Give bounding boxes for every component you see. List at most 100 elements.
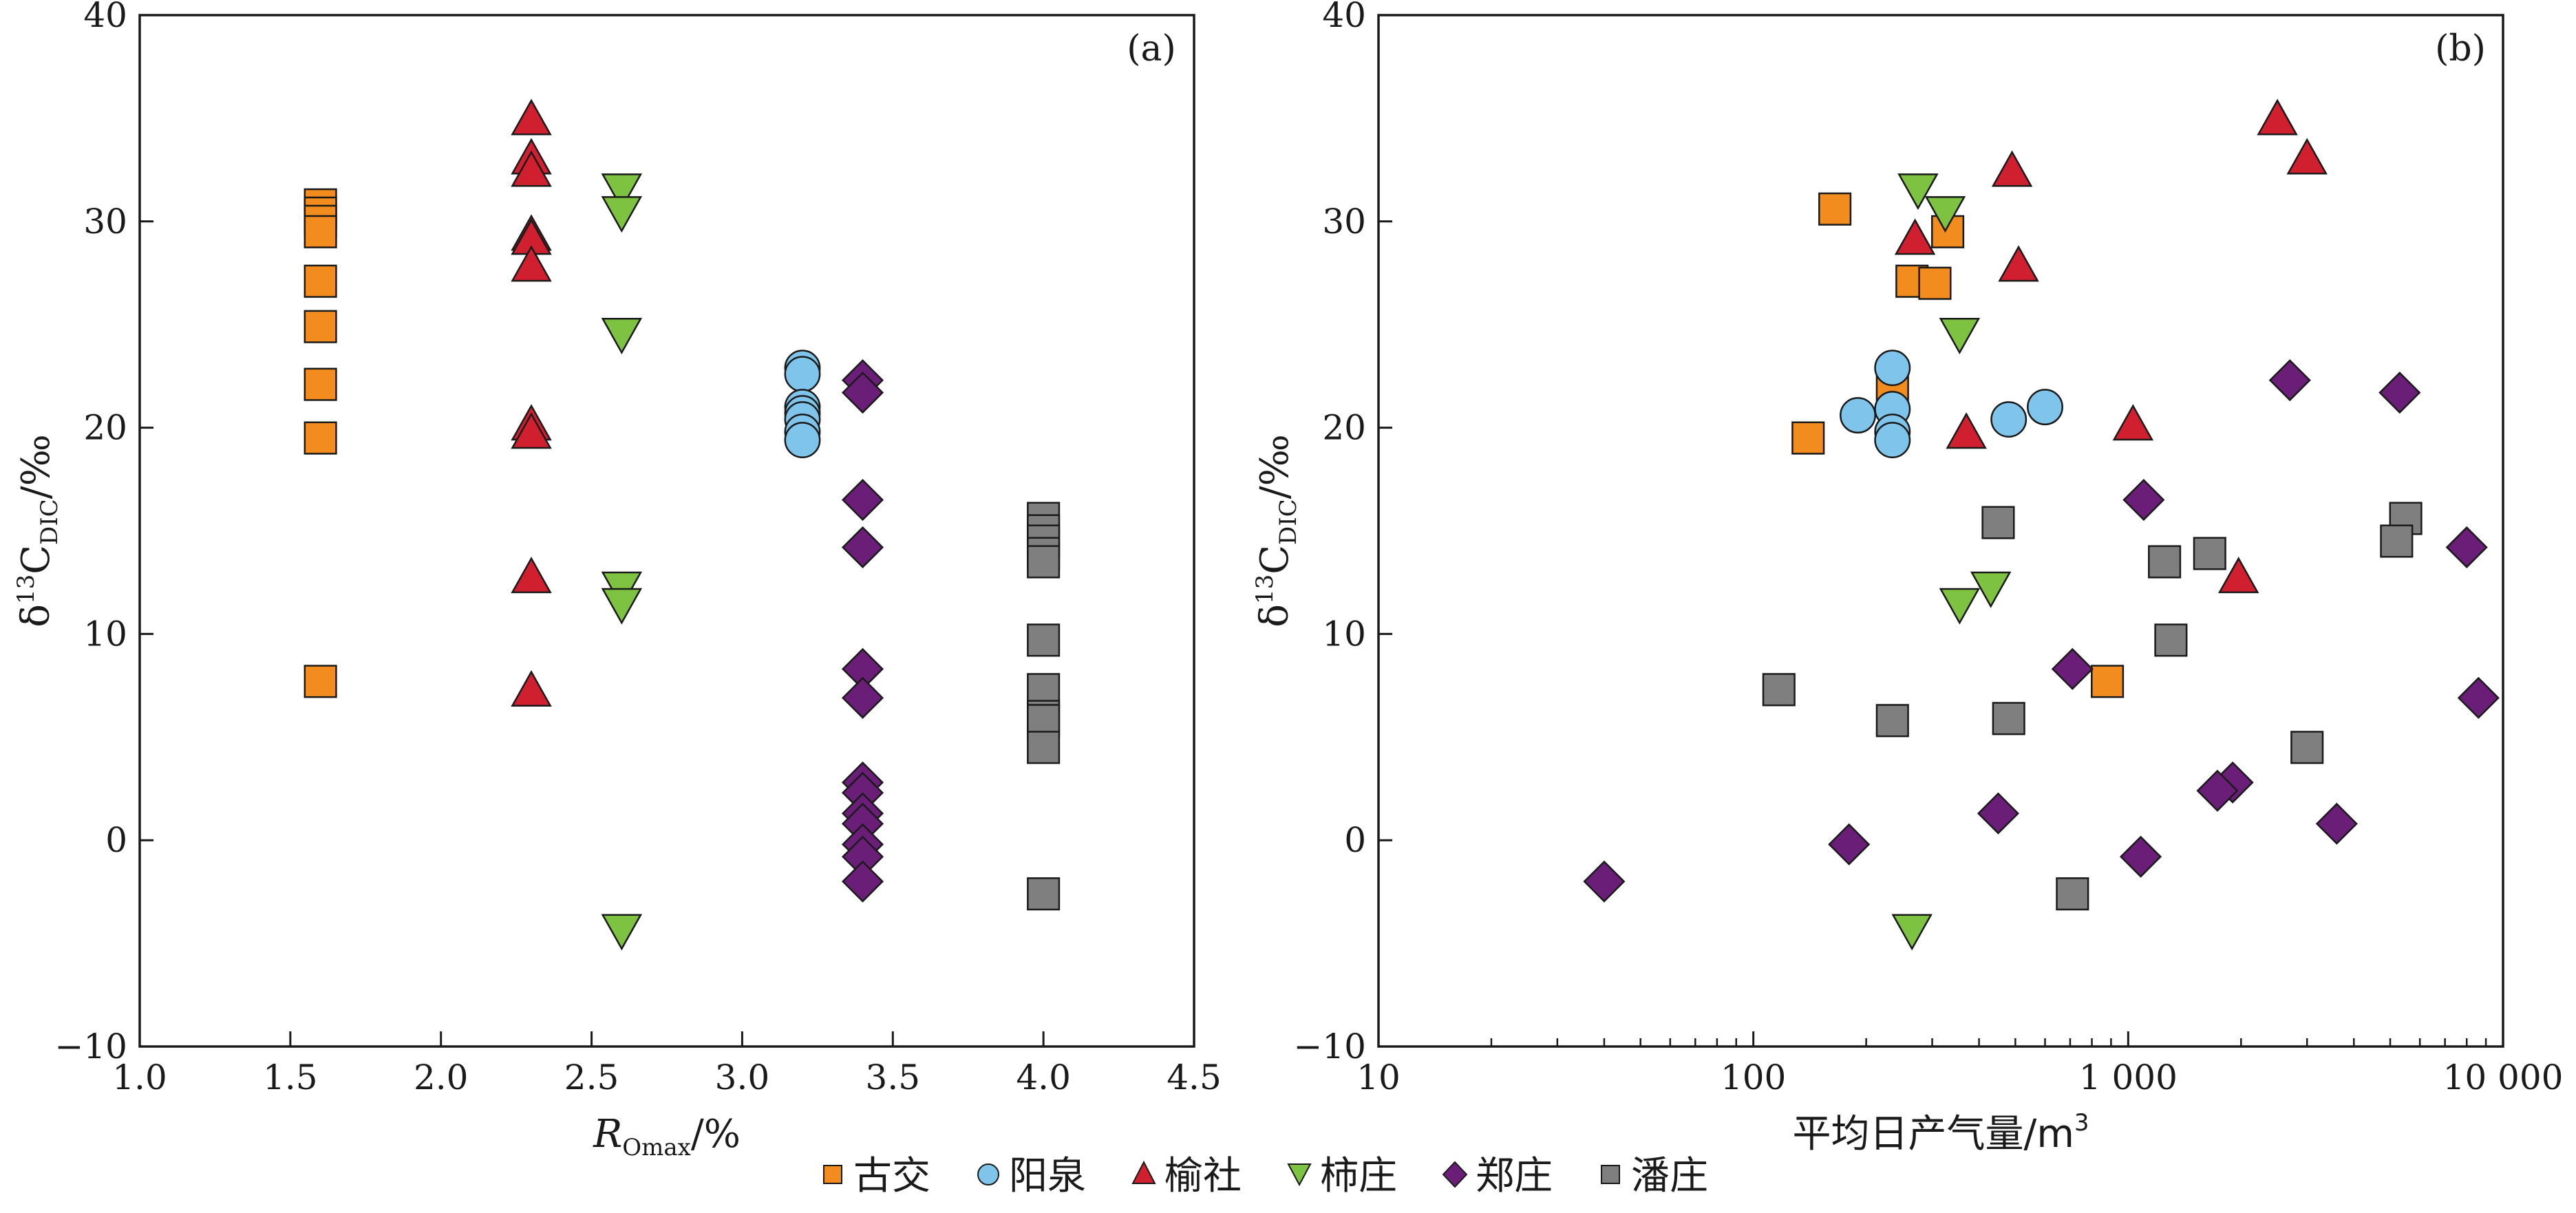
- x-tick-label: 2.5: [564, 1058, 619, 1097]
- legend-label: 潘庄: [1631, 1154, 1708, 1199]
- legend-marker: [823, 1165, 842, 1184]
- x-tick-label: 4.5: [1167, 1058, 1222, 1097]
- y-axis-title: δ13CDIC/‰: [1251, 434, 1302, 627]
- legend-label: 阳泉: [1009, 1154, 1086, 1199]
- y-tick-label: 0: [1344, 820, 1366, 860]
- x-tick-label: 1.5: [263, 1058, 318, 1097]
- data-point: [304, 215, 337, 248]
- y-tick-label: 0: [105, 820, 127, 860]
- y-axis-title-isotope: 13: [1251, 575, 1279, 604]
- data-point: [1946, 412, 1987, 449]
- panel-label: (b): [2435, 28, 2486, 69]
- data-point: [304, 665, 337, 698]
- legend-item: 潘庄: [1601, 1154, 1708, 1199]
- legend-marker: [1601, 1165, 1620, 1184]
- data-point: [1762, 673, 1796, 707]
- plot-frame: [138, 14, 1195, 1048]
- data-point: [2380, 524, 2414, 558]
- legend: 古交 阳泉 榆社 柿庄 郑庄 潘庄: [823, 1154, 1708, 1199]
- data-point: [2122, 478, 2165, 522]
- y-axis-title-subscript: DIC: [1275, 499, 1302, 545]
- series-柿庄: [601, 173, 643, 951]
- data-point: [841, 526, 884, 569]
- data-point: [1918, 266, 1952, 300]
- y-axis-title-carbon: C: [1253, 545, 1297, 575]
- data-point: [601, 588, 643, 625]
- x-tick-label: 3.0: [715, 1058, 770, 1097]
- data-point: [2315, 802, 2358, 845]
- legend-label: 柿庄: [1320, 1154, 1397, 1199]
- panel-b-scatter-plot: −10 0 10 20 30 40 10 100 1 000 10 000 (b) δ13CDIC/‰…: [1251, 0, 2563, 1157]
- legend-item: 郑庄: [1442, 1154, 1553, 1199]
- data-point: [2193, 537, 2226, 570]
- y-axis-title-delta: δ: [14, 604, 58, 627]
- panel-label: (a): [1127, 28, 1176, 69]
- legend-label: 郑庄: [1476, 1154, 1553, 1199]
- data-point: [304, 421, 337, 455]
- legend-item: 阳泉: [977, 1154, 1086, 1199]
- data-point: [1027, 877, 1061, 911]
- plot-frame: [1377, 14, 2504, 1048]
- x-axis-title-main: R: [593, 1112, 622, 1157]
- x-tick-label: 3.5: [866, 1058, 921, 1097]
- data-point: [601, 914, 643, 951]
- data-point: [2119, 835, 2162, 878]
- x-tick-label: 1 000: [2079, 1058, 2178, 1097]
- data-point: [304, 264, 337, 298]
- data-point: [1027, 731, 1061, 764]
- data-point: [511, 557, 552, 594]
- data-point: [601, 318, 643, 355]
- series-阳泉: [784, 350, 821, 459]
- data-point: [2112, 404, 2154, 441]
- y-tick-label: 40: [83, 0, 127, 35]
- data-point: [1874, 422, 1911, 459]
- data-point: [1939, 588, 1981, 625]
- data-point: [1992, 702, 2025, 736]
- y-tick-label: 30: [1322, 202, 1366, 241]
- data-point: [2091, 665, 2125, 698]
- data-point: [2378, 372, 2421, 414]
- data-point: [841, 860, 884, 903]
- y-axis-title-isotope: 13: [12, 575, 40, 604]
- data-point: [1891, 914, 1933, 951]
- y-tick-label: 10: [83, 614, 127, 654]
- data-point: [511, 412, 552, 449]
- x-tick-label: 4.0: [1016, 1058, 1071, 1097]
- series-柿庄: [1891, 173, 2012, 951]
- series-潘庄: [1762, 502, 2423, 911]
- data-point: [1897, 173, 1939, 211]
- data-point: [784, 422, 821, 459]
- y-tick-label: 10: [1322, 614, 1366, 654]
- data-point: [2154, 623, 2188, 657]
- x-axis-title-unit: /%: [691, 1112, 741, 1157]
- series-潘庄: [1027, 502, 1061, 911]
- legend-label: 榆社: [1164, 1154, 1242, 1199]
- data-point: [511, 150, 552, 187]
- y-tick-label: 20: [83, 408, 127, 448]
- legend-marker: [1442, 1161, 1468, 1188]
- data-point: [1027, 623, 1061, 657]
- data-point: [2257, 98, 2298, 136]
- x-axis-title-superscript: 3: [2074, 1109, 2089, 1137]
- legend-item: 古交: [823, 1154, 930, 1199]
- data-point: [1924, 196, 1966, 233]
- x-axis-title: ROmax/%: [593, 1112, 741, 1161]
- data-point: [2290, 731, 2324, 764]
- data-point: [1998, 245, 2039, 282]
- data-point: [784, 356, 821, 393]
- x-axis-title-main: 平均日产气量/m: [1792, 1112, 2074, 1157]
- y-tick-label: 30: [83, 202, 127, 241]
- y-axis-title-carbon: C: [14, 545, 58, 575]
- legend-label: 古交: [853, 1154, 930, 1199]
- data-point: [1583, 860, 1626, 903]
- y-tick-label: −10: [54, 1027, 127, 1066]
- x-tick-label: 10: [1356, 1058, 1401, 1097]
- data-point: [1027, 545, 1061, 579]
- y-axis-title-subscript: DIC: [36, 499, 63, 545]
- data-point: [1894, 218, 1936, 255]
- data-point: [2027, 389, 2063, 426]
- x-axis-title: 平均日产气量/m3: [1792, 1109, 2089, 1157]
- data-point: [1875, 704, 1909, 738]
- y-axis-title-unit: /‰: [14, 434, 58, 499]
